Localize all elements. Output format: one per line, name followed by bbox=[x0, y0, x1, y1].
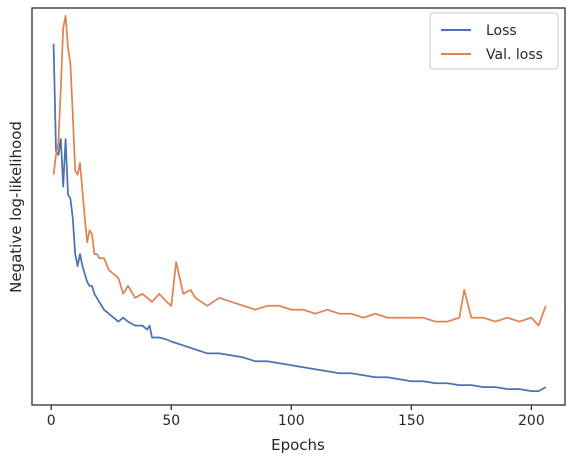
plot-frame bbox=[31, 7, 566, 406]
series-line-loss bbox=[52, 43, 547, 392]
legend: Loss Val. loss bbox=[429, 12, 559, 70]
x-tick-label: 200 bbox=[518, 413, 545, 429]
x-tick-label: 100 bbox=[278, 413, 305, 429]
legend-label-val-loss: Val. loss bbox=[486, 47, 543, 63]
y-axis-title: Negative log-likelihood bbox=[7, 121, 25, 293]
x-tick-label: 0 bbox=[47, 413, 56, 429]
x-tick-label: 150 bbox=[398, 413, 425, 429]
x-axis-ticks: 0 50 100 150 200 bbox=[47, 405, 545, 429]
x-axis-title: Epochs bbox=[271, 436, 325, 454]
series-line-val-loss bbox=[52, 15, 547, 327]
series-layer bbox=[52, 15, 547, 392]
legend-label-loss: Loss bbox=[486, 23, 517, 39]
x-tick-label: 50 bbox=[162, 413, 180, 429]
